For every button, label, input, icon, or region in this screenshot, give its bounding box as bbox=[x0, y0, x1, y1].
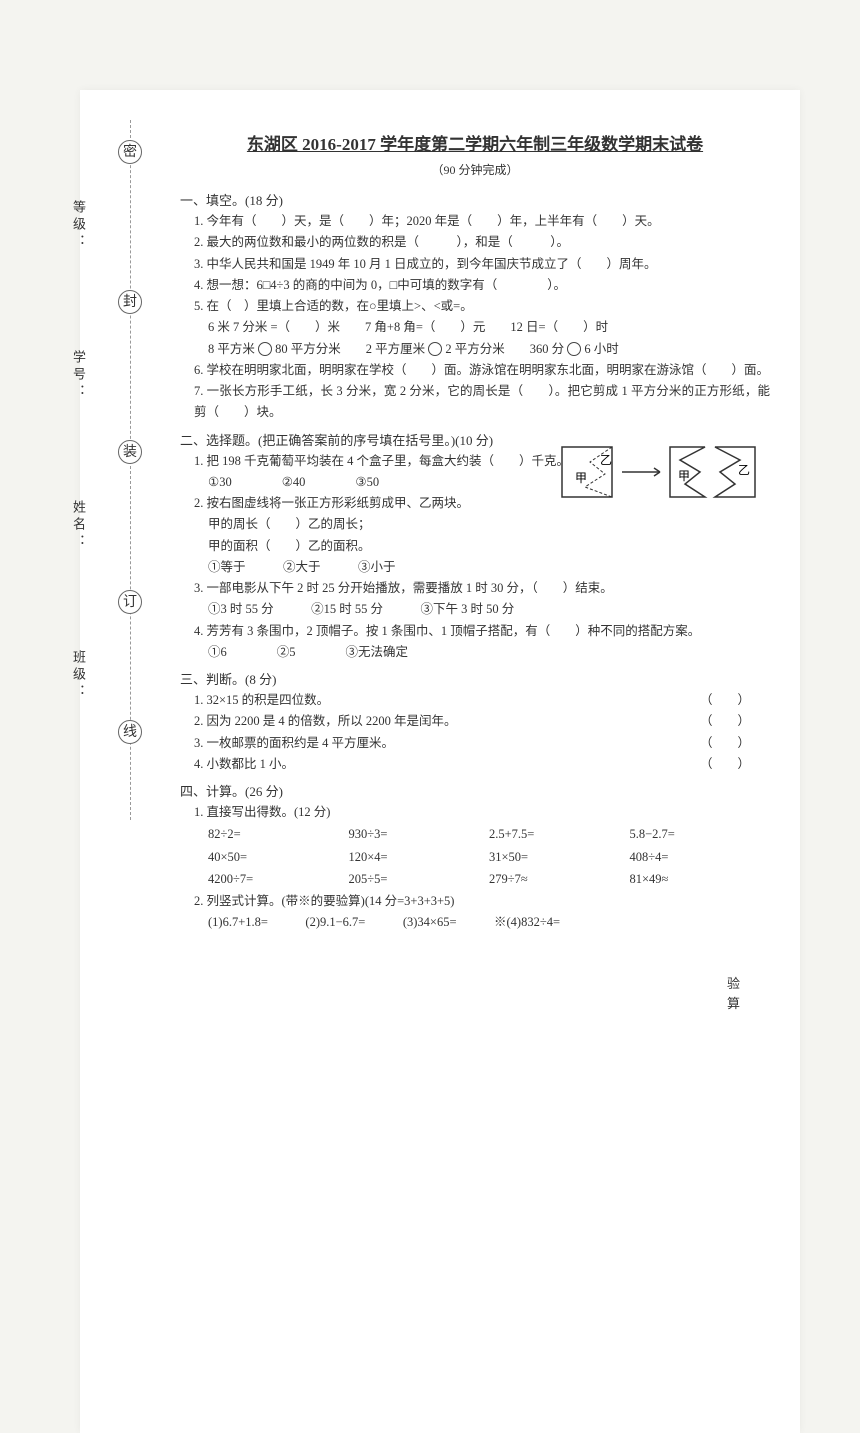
q3-3: 3. 一枚邮票的面积约是 4 平方厘米。 （ ） bbox=[194, 733, 770, 754]
calc-1-4: 5.8−2.7= bbox=[630, 823, 771, 846]
section-3-head: 三、判断。(8 分) bbox=[180, 669, 770, 688]
verify-label: 验 算 bbox=[727, 974, 740, 1013]
cut-diagram: 甲 乙 甲 乙 bbox=[560, 442, 760, 502]
q3-1-text: 1. 32×15 的积是四位数。 bbox=[194, 693, 329, 707]
q3-2-text: 2. 因为 2200 是 4 的倍数，所以 2200 年是闰年。 bbox=[194, 714, 457, 728]
q2-2a: 甲的周长（ ）乙的周长； bbox=[208, 514, 770, 535]
q2-2b: 甲的面积（ ）乙的面积。 bbox=[208, 536, 770, 557]
compare-circle-1 bbox=[258, 342, 272, 356]
q3-1: 1. 32×15 的积是四位数。 （ ） bbox=[194, 690, 770, 711]
section-4-head: 四、计算。(26 分) bbox=[180, 781, 770, 800]
q1-2: 2. 最大的两位数和最小的两位数的积是（ ），和是（ ）。 bbox=[194, 232, 770, 253]
diagram-jia-2: 甲 bbox=[678, 469, 690, 483]
diagram-yi-2: 乙 bbox=[738, 463, 750, 477]
compare-circle-3 bbox=[567, 342, 581, 356]
label-name: 姓名： bbox=[70, 500, 88, 551]
q1-5b-a: 8 平方米 bbox=[208, 342, 258, 356]
seal-circle-feng: 封 bbox=[118, 290, 142, 314]
calc-3-3: 279÷7≈ bbox=[489, 868, 630, 891]
calc-1-1: 82÷2= bbox=[208, 823, 349, 846]
binding-dash-line bbox=[130, 120, 131, 820]
q2-4-opts: ①6 ②5 ③无法确定 bbox=[208, 642, 770, 663]
q2-2-opts: ①等于 ②大于 ③小于 bbox=[208, 557, 770, 578]
q1-3: 3. 中华人民共和国是 1949 年 10 月 1 日成立的，到今年国庆节成立了… bbox=[194, 254, 770, 275]
diagram-jia-1: 甲 bbox=[575, 471, 587, 485]
q1-4: 4. 想一想：6□4÷3 的商的中间为 0，□中可填的数字有（ ）。 bbox=[194, 275, 770, 296]
q1-7: 7. 一张长方形手工纸，长 3 分米，宽 2 分米，它的周长是（ ）。把它剪成 … bbox=[194, 381, 770, 424]
q3-4: 4. 小数都比 1 小。 （ ） bbox=[194, 754, 770, 775]
q4-1: 1. 直接写出得数。(12 分) bbox=[194, 802, 770, 823]
seal-circle-ding: 订 bbox=[118, 590, 142, 614]
q2-3-opts: ①3 时 55 分 ②15 时 55 分 ③下午 3 时 50 分 bbox=[208, 599, 770, 620]
q1-5-line1: 6 米 7 分米 =（ ）米 7 角+8 角=（ ）元 12 日=（ ）时 bbox=[208, 317, 770, 338]
label-class: 班级： bbox=[70, 650, 88, 701]
binding-margin: 密 封 装 订 线 等级： 学号： 姓名： 班级： bbox=[100, 120, 160, 820]
q4-2: 2. 列竖式计算。(带※的要验算)(14 分=3+3+3+5) bbox=[194, 891, 770, 912]
label-grade: 等级： bbox=[70, 200, 88, 251]
calc-row-3: 4200÷7= 205÷5= 279÷7≈ 81×49≈ bbox=[208, 868, 770, 891]
q3-3-mark: （ ） bbox=[700, 733, 750, 754]
calc-3-2: 205÷5= bbox=[349, 868, 490, 891]
calc-2-4: 408÷4= bbox=[630, 846, 771, 869]
seal-circle-zhuang: 装 bbox=[118, 440, 142, 464]
section-1-head: 一、填空。(18 分) bbox=[180, 190, 770, 209]
diagram-yi-1: 乙 bbox=[600, 453, 612, 467]
calc-row-2: 40×50= 120×4= 31×50= 408÷4= bbox=[208, 846, 770, 869]
q2-4: 4. 芳芳有 3 条围巾，2 顶帽子。按 1 条围巾、1 顶帽子搭配，有（ ）种… bbox=[194, 621, 770, 642]
q3-4-mark: （ ） bbox=[700, 754, 750, 775]
q3-4-text: 4. 小数都比 1 小。 bbox=[194, 757, 294, 771]
calc-3-1: 4200÷7= bbox=[208, 868, 349, 891]
q1-5: 5. 在（ ）里填上合适的数，在○里填上>、<或=。 bbox=[194, 296, 770, 317]
calc-2-2: 120×4= bbox=[349, 846, 490, 869]
label-student: 学号： bbox=[70, 350, 88, 401]
calc-3-4: 81×49≈ bbox=[630, 868, 771, 891]
mental-calc-grid: 82÷2= 930÷3= 2.5+7.5= 5.8−2.7= 40×50= 12… bbox=[208, 823, 770, 891]
calc-row-1: 82÷2= 930÷3= 2.5+7.5= 5.8−2.7= bbox=[208, 823, 770, 846]
q1-5b-b: 80 平方分米 2 平方厘米 bbox=[272, 342, 428, 356]
q1-5-line2: 8 平方米 80 平方分米 2 平方厘米 2 平方分米 360 分 6 小时 bbox=[208, 339, 770, 360]
q3-1-mark: （ ） bbox=[700, 690, 750, 711]
compare-circle-2 bbox=[428, 342, 442, 356]
calc-1-3: 2.5+7.5= bbox=[489, 823, 630, 846]
q3-3-text: 3. 一枚邮票的面积约是 4 平方厘米。 bbox=[194, 736, 394, 750]
q1-5b-d: 6 小时 bbox=[581, 342, 619, 356]
seal-circle-xian: 线 bbox=[118, 720, 142, 744]
exam-title: 东湖区 2016-2017 学年度第二学期六年制三年级数学期末试卷 bbox=[180, 130, 770, 155]
seal-circle-mi: 密 bbox=[118, 140, 142, 164]
q2-3: 3. 一部电影从下午 2 时 25 分开始播放，需要播放 1 时 30 分，（ … bbox=[194, 578, 770, 599]
q1-5b-c: 2 平方分米 360 分 bbox=[442, 342, 567, 356]
q1-1: 1. 今年有（ ）天，是（ ）年；2020 年是（ ）年，上半年有（ ）天。 bbox=[194, 211, 770, 232]
exam-duration: （90 分钟完成） bbox=[180, 161, 770, 178]
calc-2-1: 40×50= bbox=[208, 846, 349, 869]
calc-1-2: 930÷3= bbox=[349, 823, 490, 846]
calc-2-3: 31×50= bbox=[489, 846, 630, 869]
q4-2-items: (1)6.7+1.8= (2)9.1−6.7= (3)34×65= ※(4)83… bbox=[208, 912, 770, 933]
q3-2-mark: （ ） bbox=[700, 711, 750, 732]
q1-6: 6. 学校在明明家北面，明明家在学校（ ）面。游泳馆在明明家东北面，明明家在游泳… bbox=[194, 360, 770, 381]
q3-2: 2. 因为 2200 是 4 的倍数，所以 2200 年是闰年。 （ ） bbox=[194, 711, 770, 732]
exam-paper: 密 封 装 订 线 等级： 学号： 姓名： 班级： 东湖区 2016-2017 … bbox=[80, 90, 800, 1433]
